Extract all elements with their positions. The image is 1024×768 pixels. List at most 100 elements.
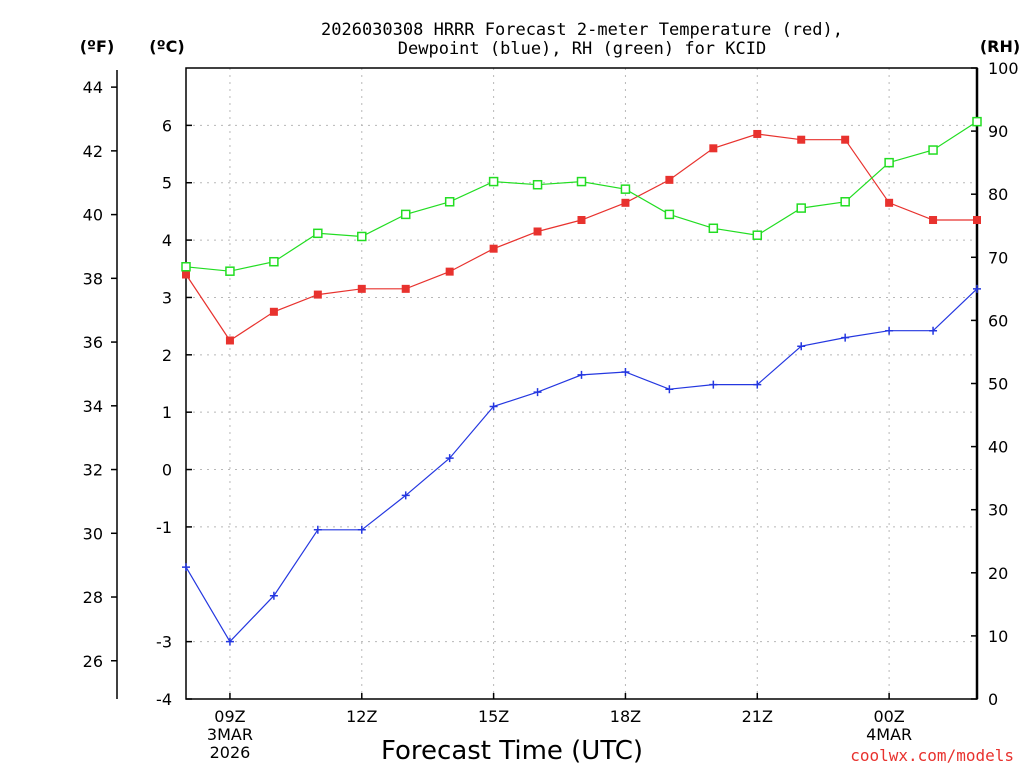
temperature-point <box>313 290 322 299</box>
dewpoint-point <box>973 284 981 293</box>
fahrenheit-tick-label: 32 <box>83 461 103 480</box>
dewpoint-point <box>357 525 366 534</box>
fahrenheit-tick-label: 40 <box>83 206 103 225</box>
rh-tick-label: 30 <box>988 501 1008 520</box>
celsius-tick-label: 4 <box>162 231 172 250</box>
celsius-tick-label: 3 <box>162 288 172 307</box>
rh-point <box>928 145 938 155</box>
rh-tick-label: 0 <box>988 690 998 709</box>
x-tick-label-line: 4MAR <box>866 725 912 744</box>
rh-point <box>576 176 587 187</box>
fahrenheit-tick-label: 30 <box>83 524 103 543</box>
temperature-point <box>841 135 850 144</box>
x-tick-label-line: 09Z <box>214 707 245 726</box>
x-tick-label: 12Z <box>346 707 377 726</box>
temperature-point <box>709 144 718 153</box>
chart-title-line2: Dewpoint (blue), RH (green) for KCID <box>398 39 766 59</box>
temperature-point <box>753 129 762 138</box>
fahrenheit-tick-label: 36 <box>83 333 103 352</box>
dewpoint-point <box>489 402 498 411</box>
rh-tick-label: 80 <box>988 185 1008 204</box>
temperature-point <box>401 284 410 293</box>
fahrenheit-tick-label: 42 <box>83 142 103 161</box>
rh-tick-label: 50 <box>988 375 1008 394</box>
celsius-tick-label: 6 <box>162 116 172 135</box>
x-tick-label-line: 15Z <box>478 707 509 726</box>
temperature-point <box>973 216 981 225</box>
rh-tick-label: 20 <box>988 564 1008 583</box>
rh-tick-label: 10 <box>988 627 1008 646</box>
celsius-tick-label: 1 <box>162 403 172 422</box>
dewpoint-point <box>885 326 894 335</box>
dewpoint-point <box>841 333 850 342</box>
x-axis-title: Forecast Time (UTC) <box>381 736 643 766</box>
celsius-tick-label: 2 <box>162 346 172 365</box>
celsius-tick-label: -3 <box>156 633 172 652</box>
rh-point <box>444 197 455 207</box>
dewpoint-point <box>313 525 322 534</box>
x-tick-label-line: 21Z <box>742 707 773 726</box>
x-tick-label-line: 3MAR <box>207 725 253 744</box>
temperature-point <box>885 198 894 207</box>
x-tick-label-line: 00Z <box>873 707 904 726</box>
rh-tick-label: 60 <box>988 311 1008 330</box>
credit-text: coolwx.com/models <box>850 746 1014 765</box>
temperature-line <box>185 133 977 342</box>
rh-point <box>357 231 367 242</box>
rh-tick-label: 90 <box>988 122 1008 141</box>
fahrenheit-tick-label: 34 <box>83 397 103 416</box>
rh-point <box>313 228 323 239</box>
temperature-point <box>182 270 190 279</box>
rh-tick-label: 70 <box>988 248 1008 267</box>
celsius-tick-label: 5 <box>162 174 172 193</box>
dewpoint-point <box>797 342 806 351</box>
dewpoint-point <box>269 591 278 600</box>
x-tick-label-line: 12Z <box>346 707 377 726</box>
temperature-point <box>445 267 454 276</box>
rh-point <box>620 184 631 194</box>
temperature-point <box>621 198 630 207</box>
dewpoint-point <box>577 370 586 379</box>
temperature-point <box>269 307 278 316</box>
rh-point <box>181 262 191 272</box>
dewpoint-point <box>709 380 718 389</box>
temperature-point <box>665 175 674 184</box>
grid-lines <box>186 68 977 699</box>
x-tick-label: 18Z <box>610 707 641 726</box>
dewpoint-point <box>182 563 190 572</box>
rh-point <box>972 116 982 127</box>
x-tick-label: 00Z 4MAR <box>866 707 912 744</box>
dewpoint-line <box>185 288 978 643</box>
fahrenheit-tick-label: 38 <box>83 269 103 288</box>
chart-title-line1: 2026030308 HRRR Forecast 2-meter Tempera… <box>321 20 843 40</box>
dewpoint-point <box>533 388 542 397</box>
dewpoint-point <box>929 326 938 335</box>
rh-tick-label: 100 <box>988 59 1019 78</box>
rh-point <box>269 256 279 267</box>
rh-point <box>884 157 894 168</box>
temperature-point <box>225 336 234 345</box>
rh-point <box>225 266 235 276</box>
temperature-point <box>929 216 938 225</box>
x-tick-label: 21Z <box>742 707 773 726</box>
x-tick-label-line: 2026 <box>210 743 251 762</box>
celsius-unit-label: (ºC) <box>149 37 184 56</box>
temperature-point <box>489 244 498 253</box>
rh-point <box>532 179 543 190</box>
rh-point <box>708 223 719 234</box>
dewpoint-point <box>445 454 454 463</box>
fahrenheit-tick-label: 26 <box>83 652 103 671</box>
plot-frame <box>185 67 978 700</box>
temperature-point <box>577 216 586 225</box>
rh-point <box>752 230 763 240</box>
rh-point <box>796 203 806 213</box>
temperature-point <box>533 227 542 236</box>
dewpoint-point <box>753 380 762 389</box>
dewpoint-point <box>225 637 234 646</box>
x-tick-label: 15Z <box>478 707 509 726</box>
fahrenheit-tick-label: 28 <box>83 588 103 607</box>
celsius-tick-label: -4 <box>156 690 172 709</box>
x-tick-label-line: 18Z <box>610 707 641 726</box>
